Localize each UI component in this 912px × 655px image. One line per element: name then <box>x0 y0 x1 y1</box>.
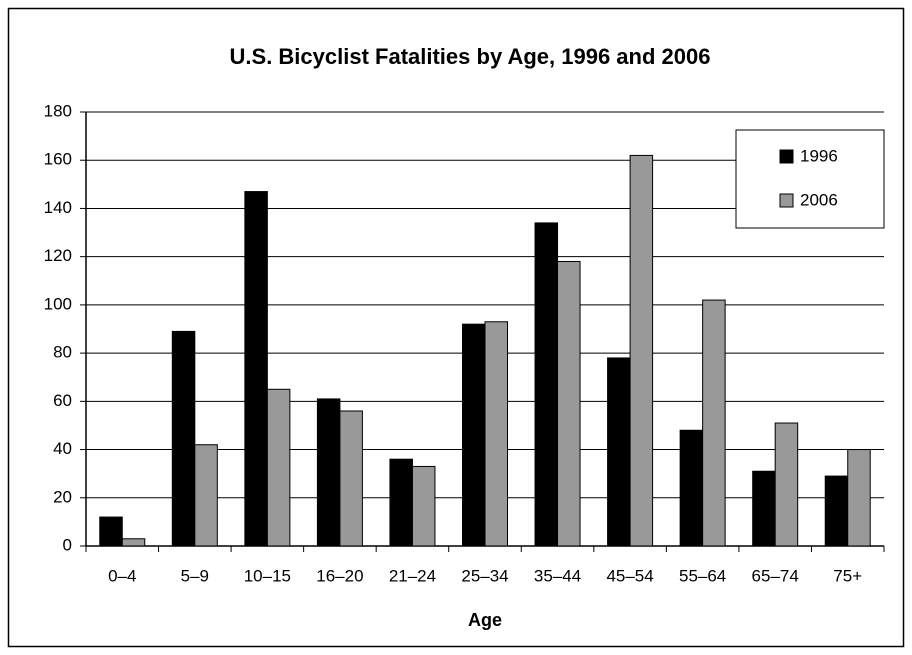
bar <box>534 222 559 547</box>
x-tick-label: 35–44 <box>534 566 581 585</box>
bar <box>774 422 799 547</box>
bar <box>702 299 726 547</box>
bar <box>679 429 704 547</box>
x-tick-label: 65–74 <box>752 566 799 585</box>
bar <box>607 357 631 547</box>
x-axis-title: Age <box>468 610 502 630</box>
chart-border <box>7 7 905 648</box>
bar <box>629 154 654 547</box>
legend-label: 1996 <box>800 146 838 165</box>
legend-swatch <box>779 193 794 208</box>
bar <box>752 470 776 547</box>
y-tick-label: 120 <box>44 246 72 265</box>
bar <box>824 475 849 547</box>
y-tick-label: 80 <box>53 343 72 362</box>
bar <box>847 449 871 547</box>
bar <box>484 321 508 547</box>
bar <box>339 410 363 547</box>
legend-label: 2006 <box>800 190 838 209</box>
bar <box>99 516 123 547</box>
chart-title: U.S. Bicyclist Fatalities by Age, 1996 a… <box>230 44 711 69</box>
bar <box>171 330 196 547</box>
x-tick-label: 0–4 <box>108 566 136 585</box>
bar <box>462 323 486 547</box>
x-tick-label: 16–20 <box>316 566 363 585</box>
y-tick-label: 60 <box>53 391 72 410</box>
y-tick-label: 0 <box>63 535 72 554</box>
bar <box>244 191 268 547</box>
bar <box>194 444 218 547</box>
legend-box <box>735 129 885 229</box>
y-tick-label: 100 <box>44 294 72 313</box>
x-tick-label: 75+ <box>833 566 862 585</box>
legend-swatch <box>779 149 794 164</box>
bar <box>266 388 291 547</box>
bar <box>389 458 413 547</box>
bar <box>316 398 341 547</box>
bar <box>411 465 436 547</box>
y-tick-label: 180 <box>44 101 72 120</box>
x-tick-label: 10–15 <box>244 566 291 585</box>
y-tick-label: 20 <box>53 487 72 506</box>
x-tick-label: 21–24 <box>389 566 436 585</box>
y-tick-label: 140 <box>44 198 72 217</box>
x-tick-label: 45–54 <box>606 566 653 585</box>
x-tick-label: 55–64 <box>679 566 726 585</box>
bar <box>557 260 581 547</box>
y-tick-label: 160 <box>44 150 72 169</box>
bar <box>121 538 146 547</box>
x-tick-label: 25–34 <box>461 566 508 585</box>
y-tick-label: 40 <box>53 439 72 458</box>
x-tick-label: 5–9 <box>181 566 209 585</box>
